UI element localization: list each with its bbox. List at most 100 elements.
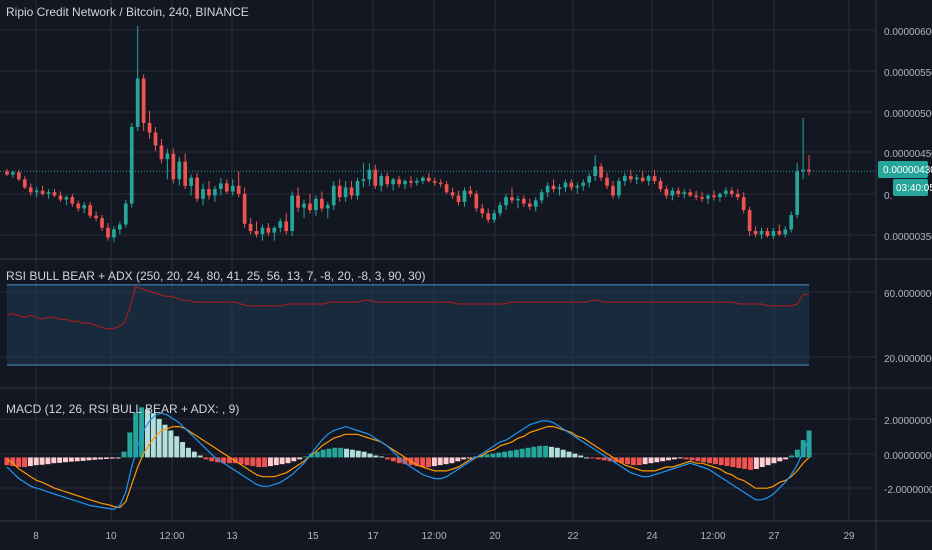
macd-histogram-bar <box>4 457 10 466</box>
candle <box>807 155 811 176</box>
rsi-indicator-title: RSI BULL BEAR + ADX (250, 20, 24, 80, 41… <box>6 269 425 283</box>
macd-histogram-bar <box>578 455 584 458</box>
candle <box>646 174 651 186</box>
candle <box>272 226 277 241</box>
rsi-band-fill <box>6 284 810 365</box>
last-price-badge <box>878 161 928 178</box>
price-tick-label-partial: 0. <box>884 191 892 202</box>
rsi-tick-label: 60.00000000 <box>884 289 932 300</box>
candle <box>88 201 92 219</box>
candle-body <box>325 205 330 209</box>
macd-histogram-bar <box>718 457 724 466</box>
candle <box>581 179 586 191</box>
candle-body <box>76 203 81 209</box>
time-tick-label: 24 <box>646 531 658 542</box>
macd-histogram-bar <box>273 457 279 466</box>
candle-body <box>28 187 33 193</box>
macd-histogram-bar <box>308 453 314 458</box>
candle <box>688 189 693 198</box>
candle <box>694 190 698 201</box>
candle <box>777 224 782 236</box>
candle-body <box>569 182 574 188</box>
macd-histogram-bar <box>133 413 139 458</box>
macd-histogram-bar <box>496 452 502 458</box>
macd-title-tail: , 9) <box>222 402 239 416</box>
candle-body <box>254 231 259 235</box>
candle <box>135 26 140 131</box>
macd-histogram-bar <box>51 457 57 464</box>
macd-histogram-bar <box>783 457 789 460</box>
countdown-badge <box>893 179 928 196</box>
candle-body <box>52 192 57 196</box>
macd-histogram-bar <box>10 457 16 467</box>
macd-line <box>6 412 810 511</box>
candle-body <box>551 185 556 190</box>
macd-histogram-bar <box>62 457 68 463</box>
candle-body <box>58 195 63 200</box>
candle-body <box>391 179 395 185</box>
rsi-pane[interactable] <box>6 284 810 366</box>
candle <box>159 139 164 164</box>
candle <box>724 187 728 198</box>
candle <box>563 179 568 193</box>
macd-pane[interactable] <box>4 407 812 511</box>
candle-body <box>575 185 580 188</box>
candle-body <box>700 197 704 199</box>
candle <box>587 172 592 188</box>
candle-body <box>718 193 722 198</box>
candle <box>34 187 39 198</box>
candle <box>527 198 532 211</box>
candle <box>801 118 805 180</box>
macd-histogram-bar <box>461 457 467 460</box>
candle-body <box>522 198 526 204</box>
candle <box>611 180 615 199</box>
time-tick-label: 12:00 <box>159 531 184 542</box>
candle <box>248 218 253 235</box>
candle-body <box>450 192 455 196</box>
macd-histogram-bar <box>589 457 595 459</box>
macd-histogram-bar <box>437 457 443 466</box>
candle-body <box>159 145 164 160</box>
candle <box>605 172 609 190</box>
candle-body <box>165 153 170 160</box>
macd-histogram-bar <box>466 457 472 459</box>
macd-histogram-bar <box>144 409 150 458</box>
rsi-axis[interactable]: 60.00000000 20.00000000 <box>884 289 932 365</box>
candle-body <box>195 177 199 199</box>
macd-histogram-bar <box>39 457 45 465</box>
candle <box>141 74 146 131</box>
candle-body <box>706 195 710 199</box>
price-axis[interactable]: 0.00000600 0.00000550 0.00000500 0.00000… <box>878 27 932 243</box>
macd-histogram-bar <box>490 453 496 458</box>
macd-histogram-bar <box>759 457 765 468</box>
time-tick-label: 13 <box>226 531 238 542</box>
candle <box>100 214 104 232</box>
candle <box>706 193 710 204</box>
macd-histogram-bar <box>185 447 191 458</box>
time-axis[interactable]: 8 10 12:00 13 15 17 12:00 20 22 24 12:00 27 29 <box>33 531 855 542</box>
candle <box>753 226 758 238</box>
candle-body <box>314 198 318 211</box>
macd-histogram-bar <box>267 457 273 467</box>
candle-body <box>640 177 645 181</box>
macd-axis[interactable]: 2.00000000 0.00000000 -2.00000000 <box>884 416 932 496</box>
candle-body <box>783 229 788 235</box>
candle <box>254 221 259 238</box>
macd-histogram-bar <box>601 457 607 461</box>
price-pane[interactable] <box>0 26 876 243</box>
candle-body <box>421 177 425 181</box>
macd-histogram-bar <box>285 457 291 464</box>
candle-body <box>266 227 271 233</box>
candle <box>46 189 51 199</box>
candle-body <box>456 195 461 202</box>
candle <box>652 169 657 185</box>
macd-histogram-bar <box>221 457 227 464</box>
candle <box>349 180 354 200</box>
macd-histogram-bar <box>156 418 162 458</box>
candle <box>432 177 437 186</box>
candle-body <box>88 205 92 216</box>
main-chart-title: Ripio Credit Network / Bitcoin, 240, BIN… <box>6 5 249 19</box>
macd-histogram-bar <box>431 457 437 467</box>
candle-body <box>676 190 681 194</box>
